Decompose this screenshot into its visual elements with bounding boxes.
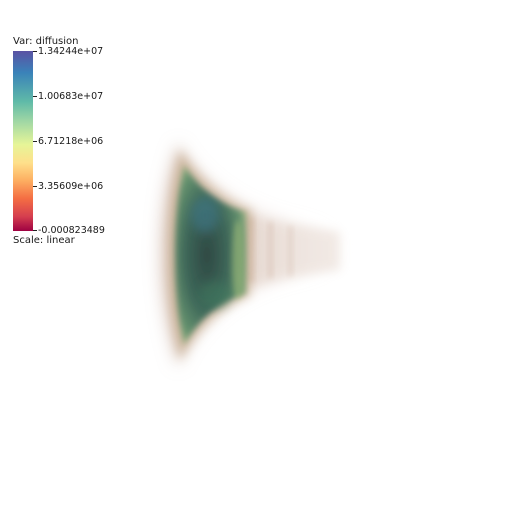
colorbar-tick-2 xyxy=(33,141,37,142)
colorbar-label-1: 3.35609e+06 xyxy=(38,181,104,192)
colorbar-tick-min xyxy=(33,230,37,231)
colorbar-label-max: 1.34244e+07 xyxy=(38,46,104,57)
colorbar-tick-max xyxy=(33,51,37,52)
colorbar-label-2: 6.71218e+06 xyxy=(38,136,104,147)
legend-variable-label: Var: diffusion xyxy=(13,36,79,47)
legend-scale-label: Scale: linear xyxy=(13,235,75,246)
colorbar-label-3: 1.00683e+07 xyxy=(38,91,104,102)
colorbar-tick-1 xyxy=(33,186,37,187)
cone-tail xyxy=(240,212,340,290)
colorbar-label-min: -0.000823489 xyxy=(38,225,105,236)
colorbar-tick-3 xyxy=(33,96,37,97)
colorbar-legend: Var: diffusion 1.34244e+07 1.00683e+07 6… xyxy=(0,0,140,260)
colorbar xyxy=(13,51,33,231)
cone-core xyxy=(175,165,246,345)
